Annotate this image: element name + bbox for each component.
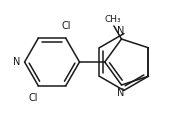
Text: N: N	[117, 88, 124, 98]
Text: CH₃: CH₃	[105, 15, 121, 24]
Text: Cl: Cl	[29, 93, 38, 103]
Text: N: N	[13, 57, 20, 67]
Text: N: N	[117, 26, 124, 36]
Text: Cl: Cl	[62, 21, 72, 31]
